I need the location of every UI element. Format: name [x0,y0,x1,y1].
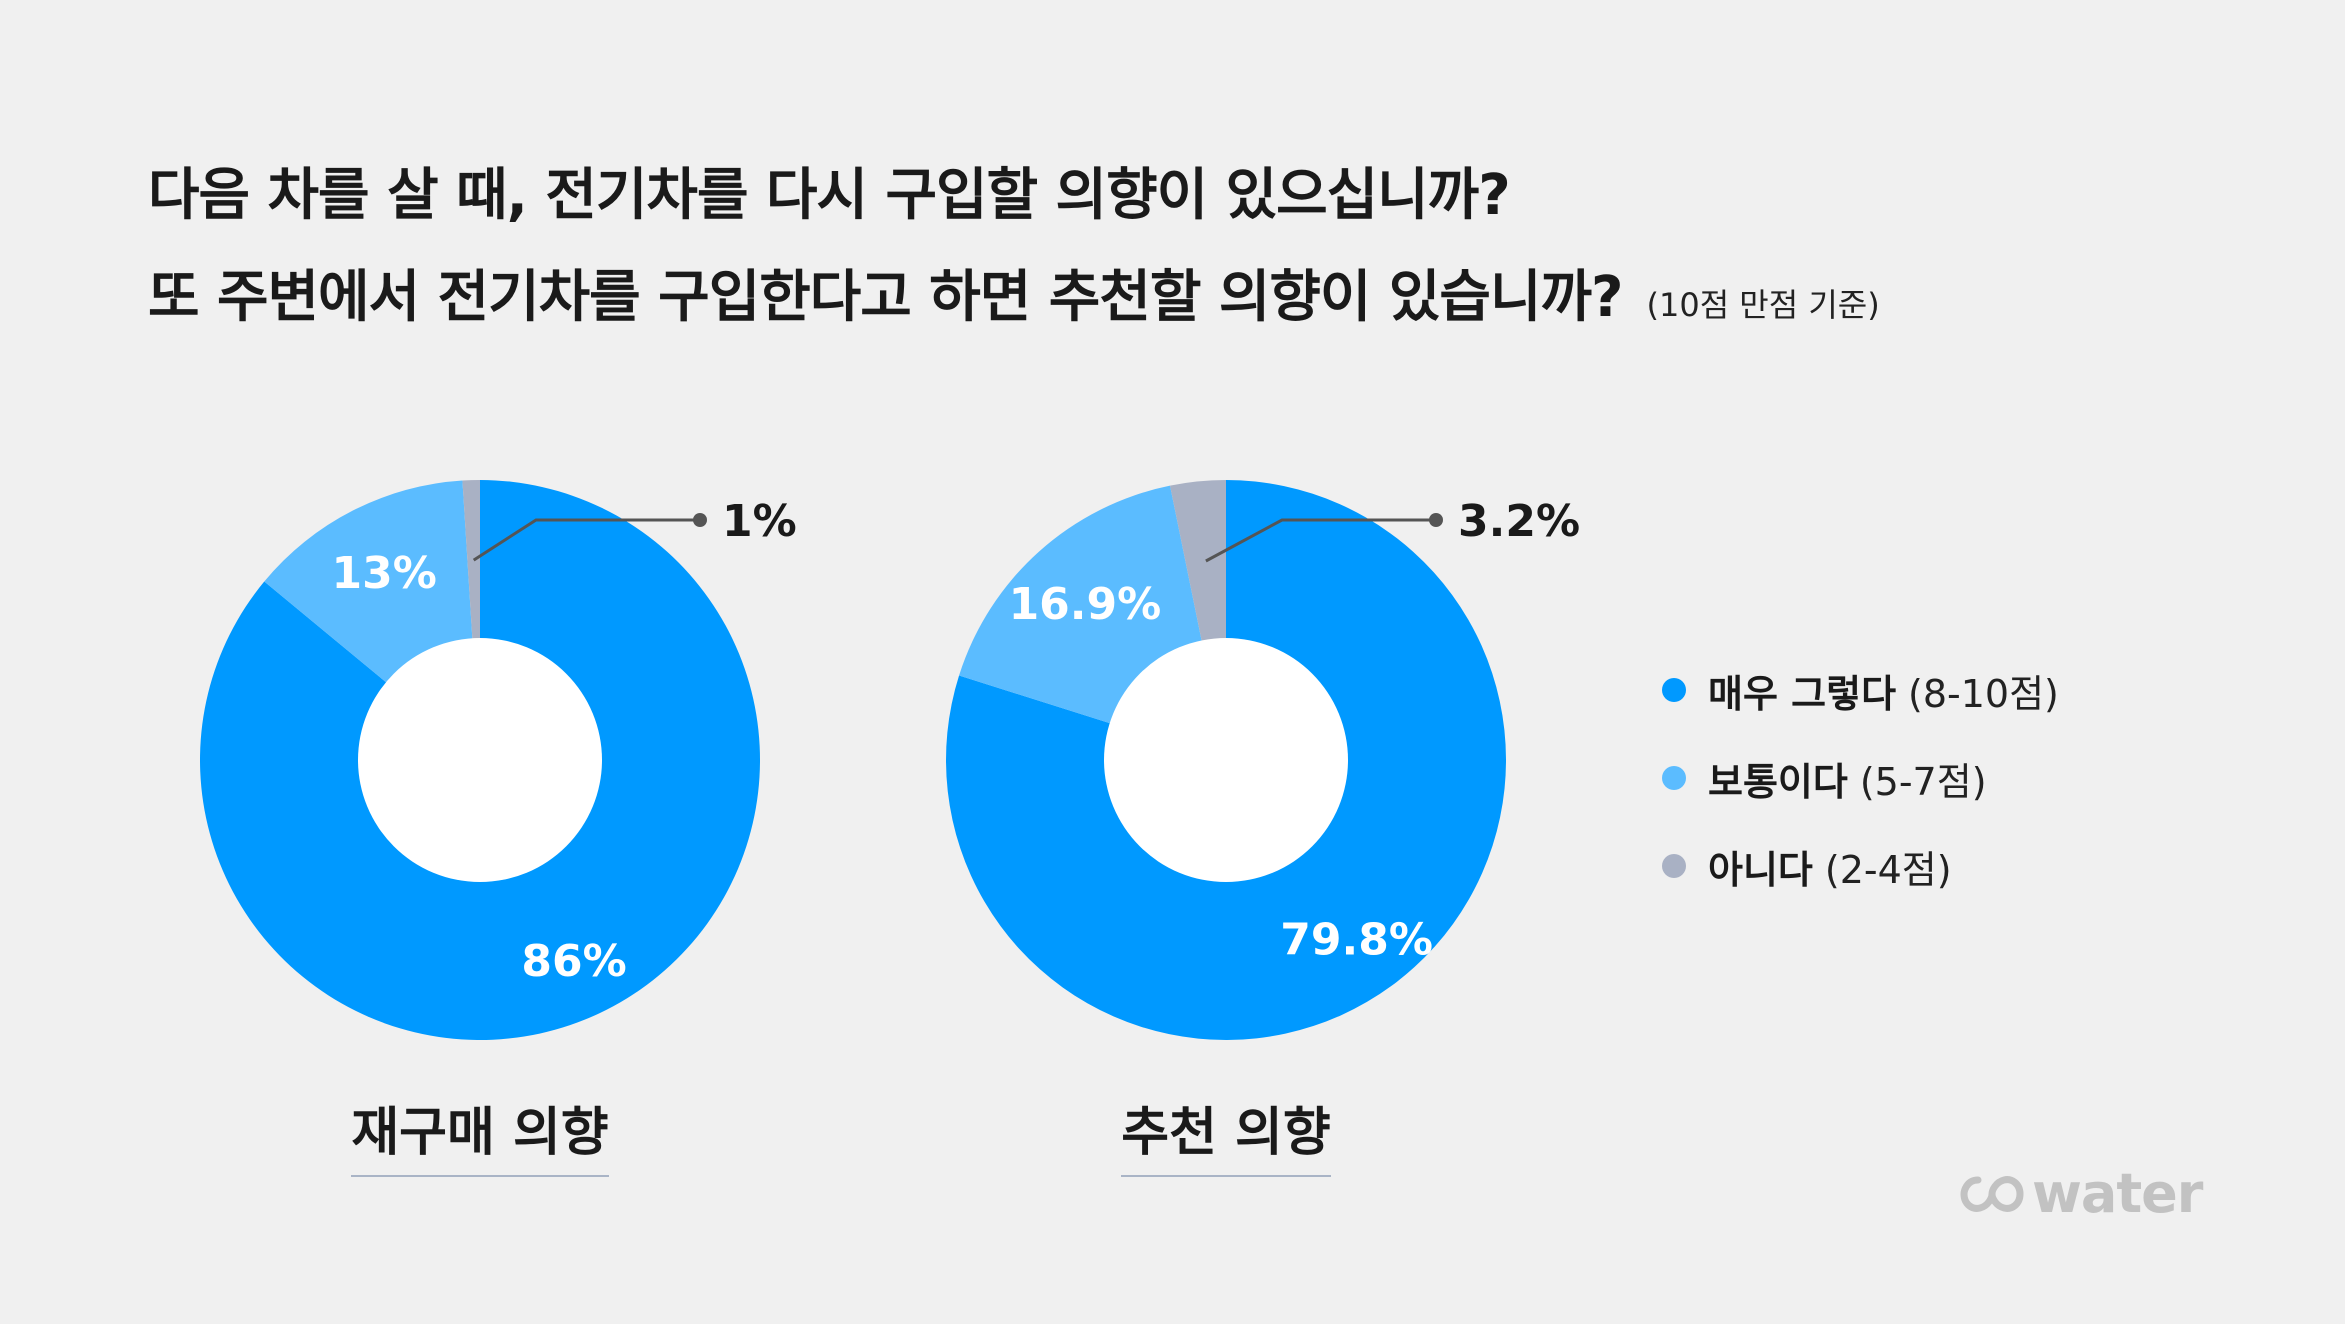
data-label-very-likely: 79.8% [1280,914,1433,965]
donut-hole [358,638,602,882]
leader-line [1205,518,1436,563]
legend-label: 아니다 [1708,847,1813,892]
legend-range: (8-10점) [1908,671,2059,716]
leader-line [472,518,700,562]
data-label-neutral: 16.9% [1009,579,1162,630]
legend-swatch [1662,766,1686,790]
data-label-unlikely: 1% [722,496,797,547]
brand-name: water [2032,1162,2203,1225]
legend-swatch [1662,854,1686,878]
legend-item-neutral: 보통이다 (5-7점) [1662,756,2059,804]
legend-label: 매우 그렇다 [1708,671,1897,716]
chart-title-underline [1121,1175,1331,1177]
chart-title-underline [351,1175,609,1177]
legend: 매우 그렇다 (8-10점) 보통이다 (5-7점) 아니다 (2-4점) [1662,668,2059,932]
legend-item-very-likely: 매우 그렇다 (8-10점) [1662,668,2059,716]
donut-hole [1104,638,1348,882]
infinity-logo-icon [1960,1175,2024,1212]
legend-range: (2-4점) [1824,847,1952,892]
legend-swatch [1662,678,1686,702]
page-title-line-1: 다음 차를 살 때, 전기차를 다시 구입할 의향이 있으십니까? [148,163,1511,228]
legend-range: (5-7점) [1859,759,1987,804]
page-title-line-2-text: 또 주변에서 전기차를 구입한다고 하면 추천할 의향이 있습니까? [148,265,1623,330]
data-label-unlikely: 3.2% [1458,496,1580,547]
chart-title-repurchase: 재구매 의향 [351,1103,609,1163]
page-title-line-2: 또 주변에서 전기차를 구입한다고 하면 추천할 의향이 있습니까? (10점 만… [148,252,1880,333]
leader-dot [693,513,707,527]
leader-dot [1429,513,1443,527]
chart-title-recommend: 추천 의향 [1121,1103,1331,1163]
legend-label: 보통이다 [1708,759,1848,804]
scale-note: (10점 만점 기준) [1646,286,1880,324]
legend-item-unlikely: 아니다 (2-4점) [1662,844,2059,892]
data-label-neutral: 13% [332,548,437,599]
brand-logo: water [1960,1162,2203,1225]
data-label-very-likely: 86% [521,936,626,987]
